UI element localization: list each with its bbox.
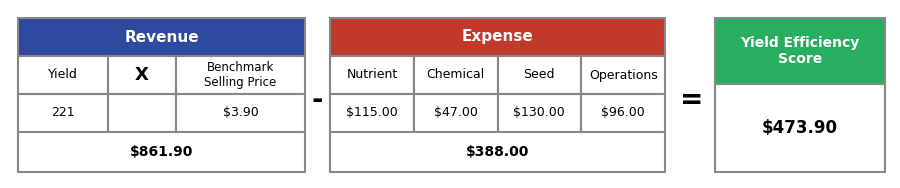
FancyBboxPatch shape <box>18 132 305 172</box>
Text: $861.90: $861.90 <box>130 145 194 159</box>
FancyBboxPatch shape <box>18 56 108 94</box>
Text: Yield Efficiency
Score: Yield Efficiency Score <box>741 36 860 66</box>
FancyBboxPatch shape <box>176 94 305 132</box>
FancyBboxPatch shape <box>176 56 305 94</box>
Text: Benchmark
Selling Price: Benchmark Selling Price <box>204 61 276 89</box>
Text: $47.00: $47.00 <box>434 106 478 120</box>
FancyBboxPatch shape <box>414 56 498 94</box>
Text: $115.00: $115.00 <box>346 106 398 120</box>
Text: X: X <box>135 66 148 84</box>
Text: $388.00: $388.00 <box>466 145 529 159</box>
FancyBboxPatch shape <box>330 94 414 132</box>
FancyBboxPatch shape <box>108 94 176 132</box>
Text: Revenue: Revenue <box>124 30 199 45</box>
FancyBboxPatch shape <box>330 56 414 94</box>
FancyBboxPatch shape <box>330 132 665 172</box>
FancyBboxPatch shape <box>18 18 305 56</box>
FancyBboxPatch shape <box>18 94 108 132</box>
FancyBboxPatch shape <box>715 84 885 172</box>
FancyBboxPatch shape <box>108 56 176 94</box>
Text: $96.00: $96.00 <box>601 106 645 120</box>
FancyBboxPatch shape <box>715 18 885 84</box>
FancyBboxPatch shape <box>581 94 665 132</box>
Text: $3.90: $3.90 <box>222 106 258 120</box>
Text: Expense: Expense <box>462 30 534 45</box>
Text: $130.00: $130.00 <box>514 106 565 120</box>
Text: $473.90: $473.90 <box>762 119 838 137</box>
Text: Yield: Yield <box>48 68 78 82</box>
Text: Seed: Seed <box>524 68 555 82</box>
Text: Operations: Operations <box>589 68 658 82</box>
Text: Nutrient: Nutrient <box>346 68 398 82</box>
Text: -: - <box>311 86 323 114</box>
FancyBboxPatch shape <box>330 18 665 56</box>
FancyBboxPatch shape <box>498 56 581 94</box>
FancyBboxPatch shape <box>581 56 665 94</box>
Text: 221: 221 <box>51 106 75 120</box>
Text: Chemical: Chemical <box>427 68 485 82</box>
Text: =: = <box>680 86 704 114</box>
FancyBboxPatch shape <box>414 94 498 132</box>
FancyBboxPatch shape <box>498 94 581 132</box>
